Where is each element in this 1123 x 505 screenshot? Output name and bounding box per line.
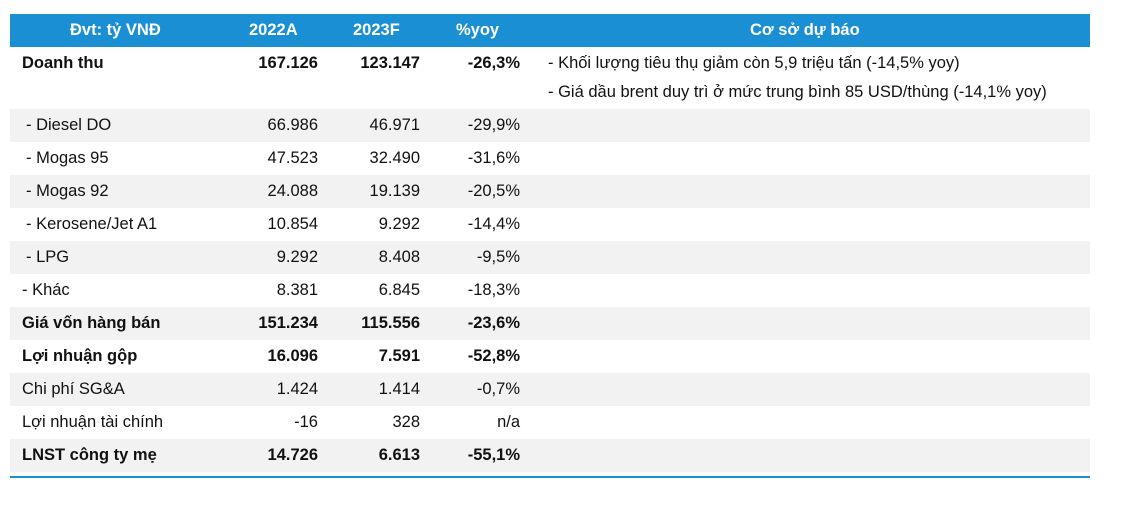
row-2023: 6.613 [378,446,420,464]
table-bottom-rule [10,476,1090,478]
row-2022: 16.096 [267,347,318,365]
header-yoy: %yoy [456,21,500,39]
row-yoy: -23,6% [467,314,520,332]
row-yoy: -55,1% [467,446,520,464]
row-2022: 47.523 [267,149,318,167]
header-unit: Đvt: tỷ VNĐ [70,21,161,39]
row-2022: -16 [294,413,318,431]
table-row: Lợi nhuận gộp 16.096 7.591 -52,8% [10,340,1090,373]
row-2023: 123.147 [360,54,420,72]
row-yoy: -14,4% [467,215,520,233]
row-2023: 46.971 [369,116,420,134]
row-yoy: -20,5% [467,182,520,200]
row-2022: 24.088 [267,182,318,200]
row-2023: 9.292 [378,215,420,233]
row-label: - Mogas 95 [26,149,109,167]
row-yoy: n/a [497,413,520,431]
header-2022a: 2022A [249,21,298,39]
table-row: - Mogas 92 24.088 19.139 -20,5% [10,175,1090,208]
row-yoy: -29,9% [467,116,520,134]
table-row: - Kerosene/Jet A1 10.854 9.292 -14,4% [10,208,1090,241]
row-yoy: -31,6% [467,149,520,167]
row-yoy: -0,7% [476,380,520,398]
table-row: LNST công ty mẹ 14.726 6.613 -55,1% [10,439,1090,472]
row-yoy: -52,8% [467,347,520,365]
row-label: Lợi nhuận tài chính [22,413,164,431]
row-2022: 8.381 [276,281,318,299]
row-2022: 14.726 [267,446,318,464]
header-2023f: 2023F [353,21,400,39]
basis-note: - Khối lượng tiêu thụ giảm còn 5,9 triệu… [548,54,960,72]
row-2022: 1.424 [276,380,318,398]
row-2022: 9.292 [276,248,318,266]
row-2023: 7.591 [378,347,420,365]
row-2023: 6.845 [378,281,420,299]
row-2022: 151.234 [258,314,318,332]
table-row: Chi phí SG&A 1.424 1.414 -0,7% [10,373,1090,406]
row-label: - Mogas 92 [26,182,109,200]
row-label: - Kerosene/Jet A1 [26,215,158,233]
basis-notes: - Khối lượng tiêu thụ giảm còn 5,9 triệu… [548,49,1047,107]
row-yoy: -26,3% [467,54,520,72]
row-2022: 10.854 [267,215,318,233]
row-label: Chi phí SG&A [22,380,125,398]
row-2023: 1.414 [378,380,420,398]
table-row: - Mogas 95 47.523 32.490 -31,6% [10,142,1090,175]
row-label: Lợi nhuận gộp [22,347,138,365]
row-label: LNST công ty mẹ [22,446,157,464]
row-2022: 66.986 [267,116,318,134]
basis-note: - Giá dầu brent duy trì ở mức trung bình… [548,83,1047,101]
table-row: - Diesel DO 66.986 46.971 -29,9% [10,109,1090,142]
table-row: - LPG 9.292 8.408 -9,5% [10,241,1090,274]
table-row: Giá vốn hàng bán 151.234 115.556 -23,6% [10,307,1090,340]
table-row: Lợi nhuận tài chính -16 328 n/a [10,406,1090,439]
row-label: - LPG [26,248,70,266]
table-row: Doanh thu 167.126 123.147 -26,3% - Khối … [10,47,1090,109]
row-label: Giá vốn hàng bán [22,314,161,332]
row-2023: 8.408 [378,248,420,266]
table-header: Đvt: tỷ VNĐ 2022A 2023F %yoy Cơ sở dự bá… [10,14,1090,47]
row-2022: 167.126 [258,54,318,72]
row-2023: 328 [392,413,420,431]
row-2023: 115.556 [361,314,420,332]
row-yoy: -9,5% [476,248,520,266]
table-row: - Khác 8.381 6.845 -18,3% [10,274,1090,307]
forecast-table: Đvt: tỷ VNĐ 2022A 2023F %yoy Cơ sở dự bá… [10,14,1090,472]
header-basis: Cơ sở dự báo [750,21,860,39]
row-yoy: -18,3% [467,281,520,299]
row-2023: 32.490 [369,149,420,167]
row-label: - Diesel DO [26,116,112,134]
row-label: - Khác [22,281,70,299]
row-2023: 19.139 [369,182,420,200]
row-label: Doanh thu [22,54,104,72]
